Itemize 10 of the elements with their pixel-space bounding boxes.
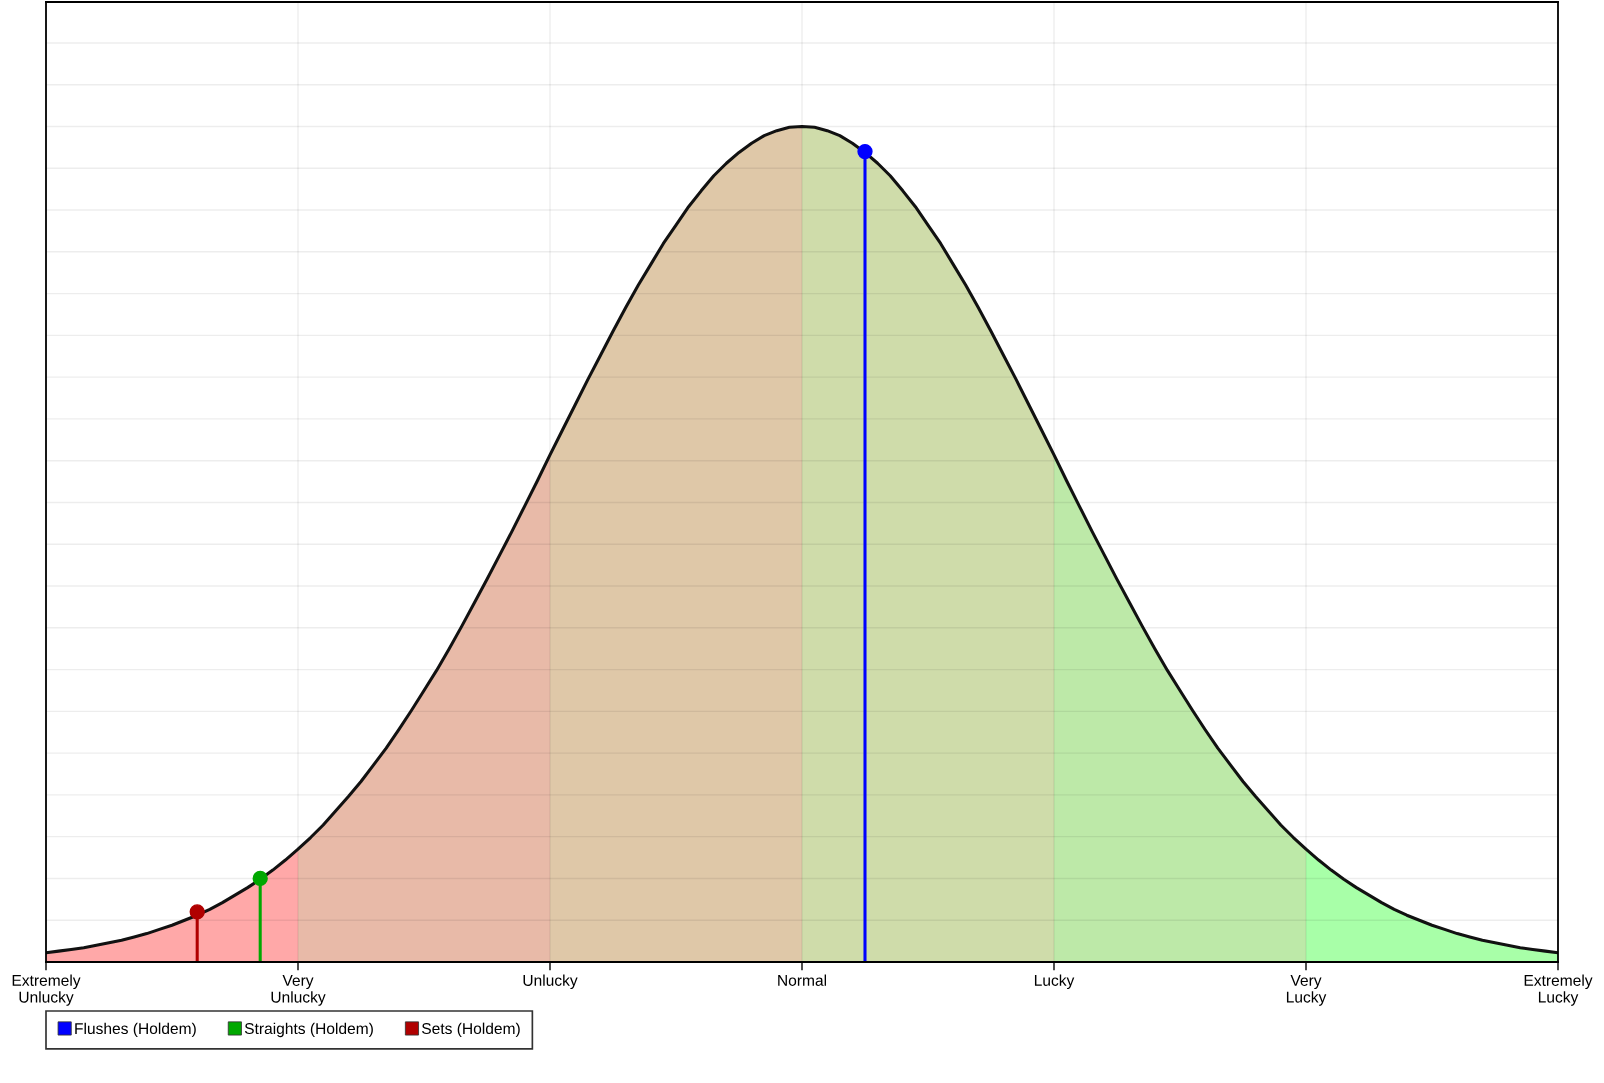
x-tick-label: Very Lucky <box>1286 975 1327 1006</box>
x-tick-label: Very Unlucky <box>271 975 326 1006</box>
legend-label: Sets (Holdem) <box>422 1022 520 1038</box>
legend-label: Straights (Holdem) <box>244 1022 373 1038</box>
x-tick-label: Lucky <box>1034 974 1075 989</box>
x-tick-label: Normal <box>778 974 827 986</box>
x-tick-label: Extremely Lucky <box>1524 974 1593 1006</box>
legend-label: Flushes (Holdem) <box>75 1022 196 1038</box>
x-tick-label: Unlucky <box>523 974 578 989</box>
x-tick-label: Extremely Unlucky <box>12 974 81 1006</box>
